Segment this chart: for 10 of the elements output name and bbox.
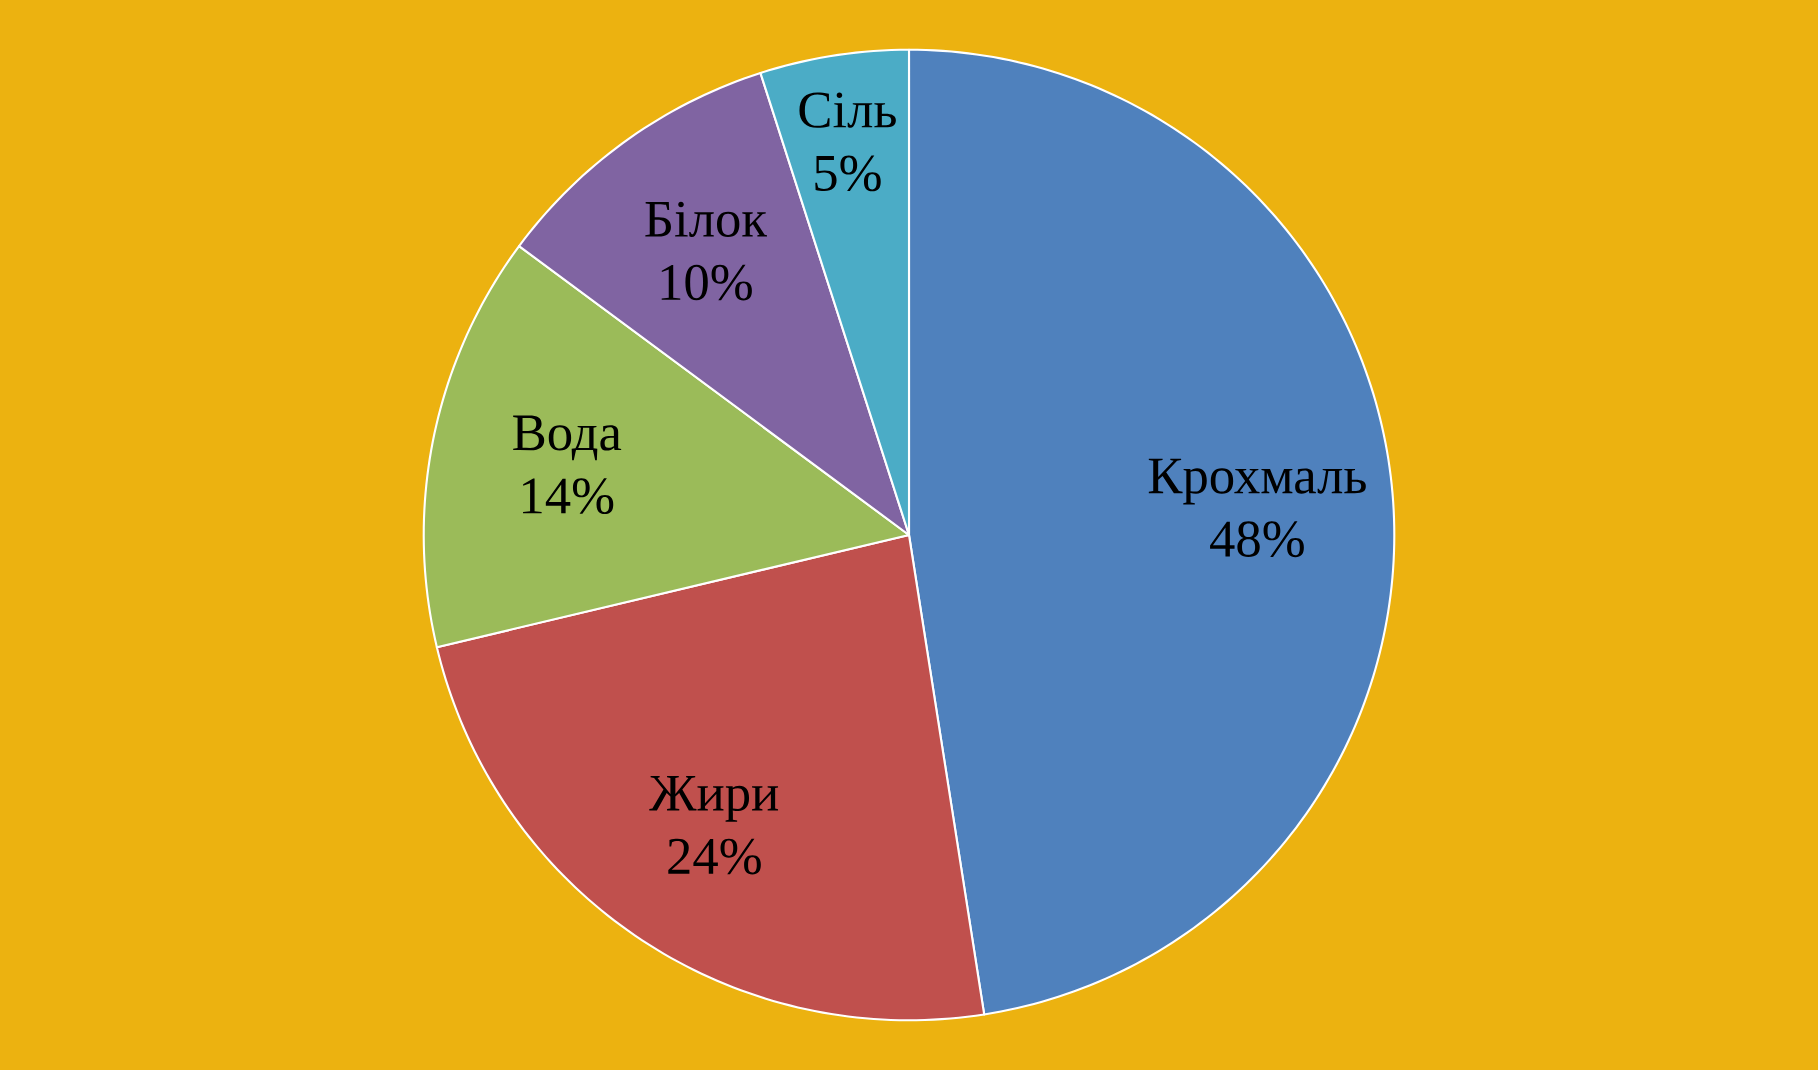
slice-label: Крохмаль: [1148, 458, 1366, 505]
slice-label: Вода: [513, 415, 622, 461]
data-label: 5%: [815, 155, 881, 192]
slice-label: Білок: [645, 201, 767, 238]
data-label: 10%: [661, 264, 752, 301]
data-label: 24%: [668, 838, 761, 875]
slice-label: Жири: [649, 775, 779, 822]
slice-label: Сіль: [799, 92, 896, 128]
data-label: 14%: [523, 478, 614, 515]
data-label: 48%: [1210, 521, 1304, 558]
